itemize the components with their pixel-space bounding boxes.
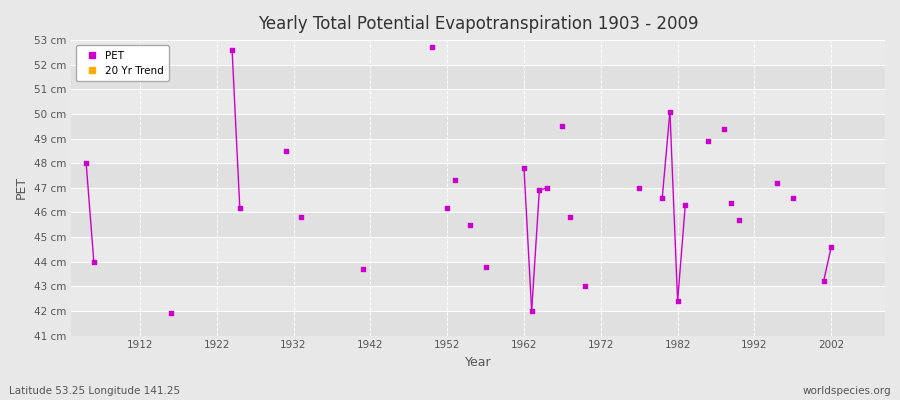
Point bbox=[732, 217, 746, 223]
Point bbox=[232, 204, 247, 211]
Text: worldspecies.org: worldspecies.org bbox=[803, 386, 891, 396]
Point bbox=[425, 44, 439, 51]
Point bbox=[824, 244, 839, 250]
Text: Latitude 53.25 Longitude 141.25: Latitude 53.25 Longitude 141.25 bbox=[9, 386, 180, 396]
Bar bbox=[71, 139, 885, 163]
Bar bbox=[71, 65, 885, 89]
Bar bbox=[71, 262, 885, 286]
Point bbox=[724, 200, 739, 206]
Point bbox=[525, 308, 539, 314]
Point bbox=[670, 298, 685, 304]
Point bbox=[770, 180, 785, 186]
Y-axis label: PET: PET bbox=[15, 176, 28, 200]
Bar bbox=[71, 114, 885, 139]
Point bbox=[479, 264, 493, 270]
Point bbox=[356, 266, 370, 272]
Point bbox=[86, 258, 101, 265]
X-axis label: Year: Year bbox=[464, 356, 491, 369]
Point bbox=[655, 194, 670, 201]
Point bbox=[786, 194, 800, 201]
Point bbox=[578, 283, 592, 290]
Point bbox=[440, 204, 454, 211]
Bar bbox=[71, 212, 885, 237]
Point bbox=[632, 185, 646, 191]
Point bbox=[517, 165, 531, 171]
Bar bbox=[71, 188, 885, 212]
Point bbox=[816, 278, 831, 285]
Point bbox=[540, 185, 554, 191]
Point bbox=[662, 108, 677, 115]
Bar bbox=[71, 237, 885, 262]
Bar bbox=[71, 286, 885, 311]
Bar bbox=[71, 163, 885, 188]
Point bbox=[463, 222, 477, 228]
Point bbox=[447, 177, 462, 184]
Point bbox=[294, 214, 309, 220]
Bar bbox=[71, 89, 885, 114]
Point bbox=[701, 138, 716, 144]
Bar bbox=[71, 311, 885, 336]
Point bbox=[279, 148, 293, 154]
Point bbox=[164, 310, 178, 317]
Point bbox=[716, 126, 731, 132]
Point bbox=[678, 202, 692, 208]
Title: Yearly Total Potential Evapotranspiration 1903 - 2009: Yearly Total Potential Evapotranspiratio… bbox=[257, 15, 698, 33]
Point bbox=[532, 187, 546, 194]
Point bbox=[79, 160, 94, 166]
Bar bbox=[71, 40, 885, 65]
Point bbox=[562, 214, 577, 220]
Legend: PET, 20 Yr Trend: PET, 20 Yr Trend bbox=[76, 45, 169, 81]
Point bbox=[225, 47, 239, 53]
Point bbox=[555, 123, 570, 130]
